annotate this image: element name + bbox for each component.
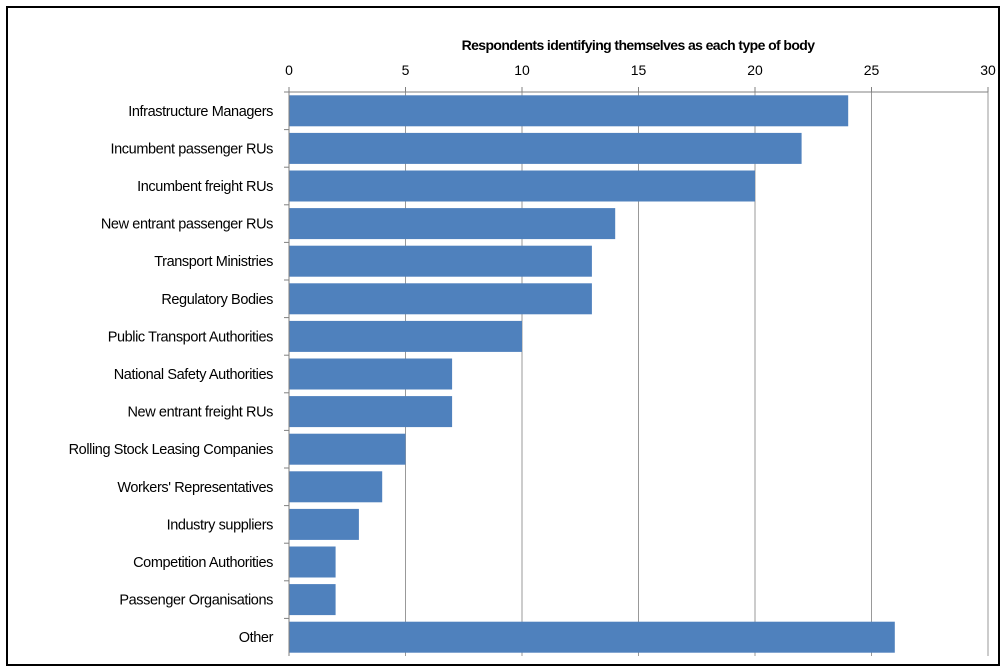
bar xyxy=(289,584,336,616)
bar xyxy=(289,508,359,540)
x-tick-label: 5 xyxy=(402,62,410,78)
category-label: Passenger Organisations xyxy=(119,593,273,609)
category-label: Infrastructure Managers xyxy=(128,104,273,120)
bar xyxy=(289,546,336,578)
category-label: Incumbent passenger RUs xyxy=(111,141,274,157)
x-axis-ticks: 0 5 10 15 20 25 30 xyxy=(285,62,996,93)
category-label: Incumbent freight RUs xyxy=(137,179,273,195)
bar xyxy=(289,358,453,390)
category-label: National Safety Authorities xyxy=(114,367,273,383)
category-label: Competition Authorities xyxy=(133,555,273,571)
category-label: Transport Ministries xyxy=(154,254,273,270)
x-tick-label: 0 xyxy=(285,62,293,78)
category-labels: Infrastructure Managers Incumbent passeng… xyxy=(69,91,289,646)
bar xyxy=(289,471,383,503)
bar xyxy=(289,208,616,240)
category-label: New entrant passenger RUs xyxy=(101,217,273,233)
bar xyxy=(289,396,453,428)
x-tick-label: 20 xyxy=(747,62,763,78)
bar xyxy=(289,433,406,465)
category-label: Industry suppliers xyxy=(167,517,274,533)
x-tick-label: 15 xyxy=(631,62,647,78)
category-label: Other xyxy=(239,630,274,646)
category-label: Regulatory Bodies xyxy=(161,292,273,308)
bar xyxy=(289,132,802,164)
category-label: Rolling Stock Leasing Companies xyxy=(69,442,274,458)
bar xyxy=(289,170,755,202)
bar xyxy=(289,245,592,277)
x-tick-label: 25 xyxy=(864,62,880,78)
x-tick-label: 10 xyxy=(514,62,530,78)
category-label: New entrant freight RUs xyxy=(127,405,273,421)
bar xyxy=(289,95,849,127)
bars xyxy=(289,95,895,653)
bar xyxy=(289,320,522,352)
bar xyxy=(289,621,895,653)
x-tick-label: 30 xyxy=(980,62,996,78)
bar xyxy=(289,283,592,315)
chart-title: Respondents identifying themselves as ea… xyxy=(462,37,816,53)
category-label: Workers' Representatives xyxy=(117,480,273,496)
category-label: Public Transport Authorities xyxy=(108,329,273,345)
